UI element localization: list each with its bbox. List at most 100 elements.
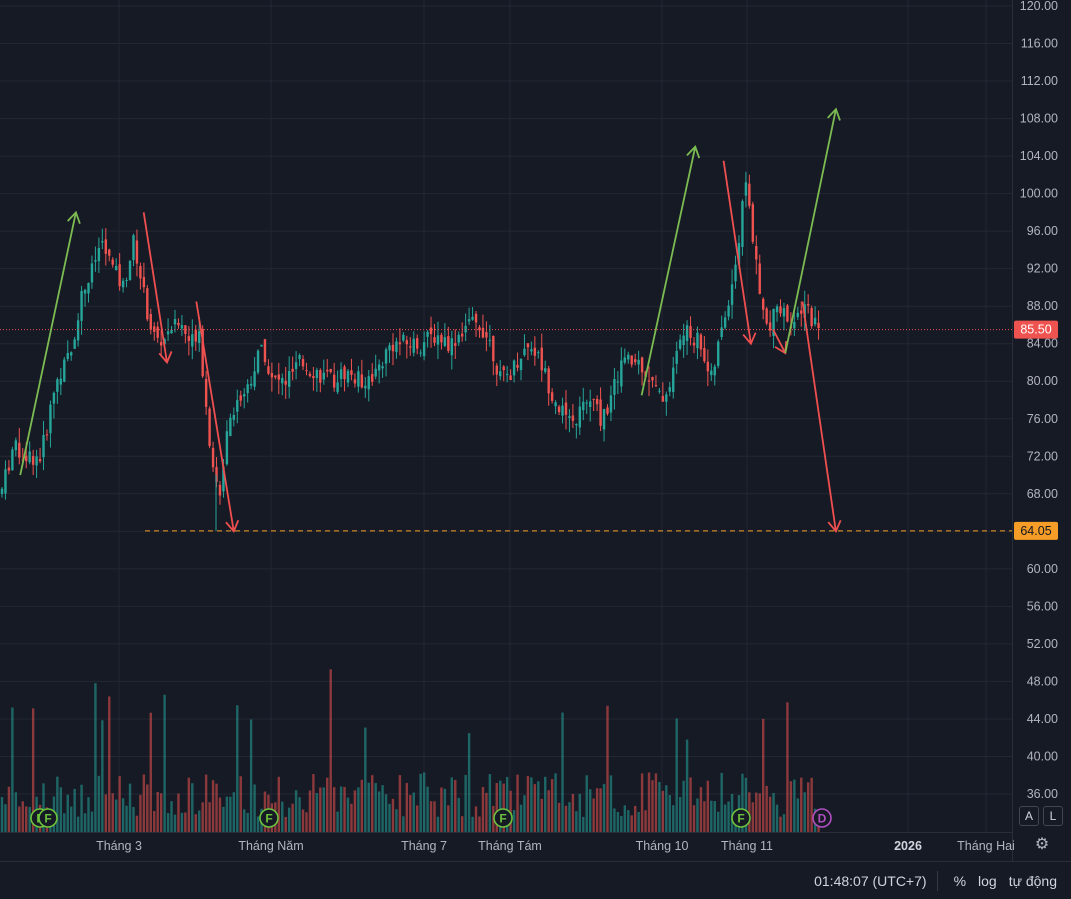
volume-bar <box>104 794 107 832</box>
candle-body <box>682 335 685 346</box>
candle-body <box>620 360 623 387</box>
candle-body <box>585 402 588 404</box>
volume-bar <box>7 786 11 832</box>
arrow-line[interactable] <box>772 329 787 354</box>
volume-bar <box>782 814 786 832</box>
candlestick-chart[interactable]: FFFFFD 120.00116.00112.00108.00104.00100… <box>0 0 1071 861</box>
volume-bar <box>810 777 813 832</box>
volume-bar <box>166 813 170 832</box>
volume-bar <box>789 781 793 832</box>
candle-body <box>11 449 14 471</box>
clock-readout[interactable]: 01:48:07 (UTC+7) <box>814 872 927 889</box>
arrow-head <box>66 210 81 224</box>
candle-body <box>647 380 651 382</box>
candle-body <box>568 416 571 418</box>
auto-toggle[interactable]: tự động <box>1008 872 1057 889</box>
arrow-line[interactable] <box>195 301 235 532</box>
volume-bar <box>180 812 184 832</box>
volume-bar <box>402 816 405 832</box>
volume-bar <box>353 790 357 832</box>
arrow-head <box>827 107 841 121</box>
earnings-marker[interactable] <box>493 808 513 828</box>
time-tick-label: Tháng Năm <box>238 839 303 853</box>
price-axis[interactable]: 120.00 116.00 112.00 108.00 104.00 100.00 96.0… <box>1014 0 1058 801</box>
volume-bar <box>31 708 35 832</box>
time-tick-label: Tháng Tám <box>478 839 542 853</box>
settings-gear-icon[interactable]: ⚙ <box>1034 836 1050 853</box>
volume-bar <box>775 804 779 832</box>
volume-bar <box>613 808 616 832</box>
earnings-marker[interactable] <box>259 808 279 828</box>
candle-body <box>561 405 564 416</box>
dividend-marker[interactable] <box>812 808 832 828</box>
candle-body <box>398 342 402 345</box>
candle-body <box>287 371 291 387</box>
candle-body <box>180 325 184 329</box>
price-tick-label: 72.00 <box>1027 449 1058 463</box>
volume-bar <box>294 790 298 832</box>
volume-bar <box>132 806 135 832</box>
volume-bar <box>346 797 350 832</box>
candle-body <box>364 385 367 389</box>
candle-body <box>104 239 107 254</box>
auto-scale-button[interactable]: A <box>1019 806 1039 826</box>
arrow-line[interactable] <box>19 212 77 476</box>
volume-bar <box>184 812 187 832</box>
volume-bar <box>298 797 301 832</box>
earnings-marker[interactable] <box>38 808 58 828</box>
candle-body <box>696 332 699 349</box>
arrow-line[interactable] <box>801 301 837 532</box>
earnings-marker[interactable] <box>731 808 751 828</box>
candle-body <box>813 317 817 325</box>
arrow-head <box>158 351 173 365</box>
candle-body <box>512 360 516 376</box>
volume-bar <box>689 777 692 832</box>
candle-body <box>346 370 350 383</box>
arrow-line[interactable] <box>142 212 168 363</box>
candle-body <box>405 340 409 345</box>
log-scale-button[interactable]: L <box>1043 806 1063 826</box>
arrow-line[interactable] <box>722 160 752 344</box>
volume-bar <box>384 794 388 832</box>
candle-body <box>744 182 748 196</box>
volume-bar <box>422 772 426 832</box>
volume-bar <box>381 785 384 832</box>
volume-bar <box>478 816 481 832</box>
price-tick-label: 120.00 <box>1020 0 1058 13</box>
volume-bar <box>758 793 761 832</box>
candle-body <box>730 284 734 305</box>
volume-bar <box>218 797 222 832</box>
candle-body <box>685 325 689 342</box>
volume-bar <box>398 775 402 832</box>
candle-body <box>416 338 419 349</box>
candle-body <box>547 368 550 394</box>
candle-body <box>31 456 35 465</box>
volume-bar <box>717 811 720 832</box>
volume-bar <box>191 783 194 832</box>
candle-body <box>557 406 561 413</box>
candle-body <box>49 404 52 434</box>
arrow-line[interactable] <box>640 146 697 396</box>
candle-body <box>627 354 630 360</box>
log-toggle[interactable]: log <box>978 872 997 889</box>
volume-bar <box>685 739 689 832</box>
volume-bar <box>14 792 18 832</box>
time-axis[interactable]: Tháng 3 Tháng Năm Tháng 7 Tháng Tám Tháng 10… <box>96 839 1015 853</box>
volume-bar <box>547 790 550 832</box>
candle-body <box>80 290 83 321</box>
percent-toggle[interactable]: % <box>953 872 967 889</box>
volume-bar <box>464 774 467 832</box>
arrow-line[interactable] <box>784 109 837 354</box>
event-markers[interactable]: FFFFFD <box>30 808 832 828</box>
volume-bar <box>665 785 668 832</box>
volume-bar <box>654 773 658 832</box>
volume-bar <box>177 793 180 832</box>
candle-body <box>204 379 208 407</box>
volume-bar <box>416 805 419 832</box>
volume-bar <box>97 775 101 832</box>
volume-bar <box>544 776 547 832</box>
candle-body <box>336 382 339 393</box>
candle-body <box>177 322 180 326</box>
volume-bar <box>409 795 412 832</box>
drawing-arrows[interactable] <box>19 107 842 534</box>
